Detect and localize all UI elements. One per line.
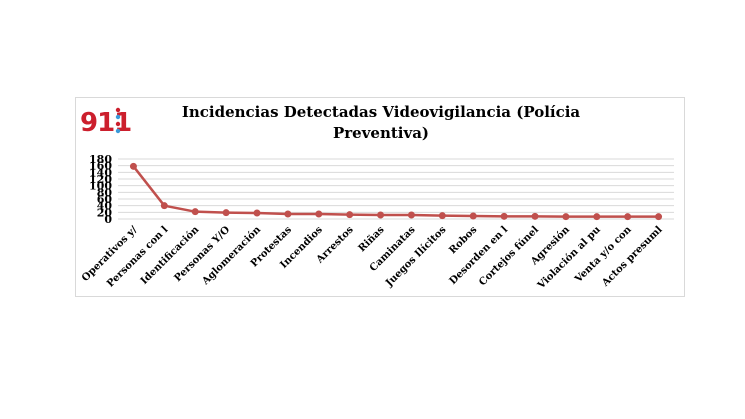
y-tick-label-100: 100 (89, 180, 112, 193)
data-point-16 (624, 213, 632, 221)
data-point-5 (284, 210, 292, 218)
data-point-17 (655, 213, 663, 221)
data-point-10 (438, 212, 446, 220)
chart-title-line-1: Incidencias Detectadas Videovigilancia (… (182, 103, 581, 121)
x-tick-label-10: Juegos Ilícitos (383, 224, 448, 289)
y-tick-label-0: 0 (104, 213, 112, 226)
data-point-11 (469, 212, 477, 220)
y-tick-label-20: 20 (97, 206, 113, 219)
chart-frame: 911 Incidencias Detectadas Videovigilanc… (75, 97, 685, 297)
x-tick-label-16: Venta y/o con (572, 224, 634, 286)
data-point-14 (562, 213, 570, 221)
data-point-0 (129, 162, 137, 170)
x-axis-ticks: Operativos y/Personas con lIdentificació… (80, 224, 665, 292)
chart-title-line-2: Preventiva) (333, 124, 429, 142)
data-point-1 (160, 202, 168, 210)
logo-911-text: 911 (80, 108, 131, 138)
y-tick-label-180: 180 (89, 153, 112, 166)
data-point-2 (191, 208, 199, 216)
y-tick-label-140: 140 (89, 166, 112, 179)
data-point-6 (315, 210, 323, 218)
line-chart: 911 Incidencias Detectadas Videovigilanc… (80, 103, 674, 292)
gridlines (118, 158, 674, 220)
logo-dot-red-2 (115, 121, 121, 127)
y-tick-label-80: 80 (97, 186, 113, 199)
x-tick-label-17: Actos presuml (600, 224, 665, 289)
logo-dot-red (115, 107, 121, 113)
x-tick-label-3: Personas Y/O (172, 224, 232, 284)
series-line-0 (132, 165, 659, 218)
data-point-12 (500, 212, 508, 220)
data-point-13 (531, 212, 539, 220)
y-tick-label-60: 60 (97, 193, 113, 206)
data-point-9 (407, 211, 415, 219)
logo-dot-blue-2 (115, 128, 121, 134)
logo-dot-blue (115, 114, 121, 120)
y-tick-label-40: 40 (97, 200, 113, 213)
data-point-4 (253, 209, 261, 217)
x-tick-label-0: Operativos y/ (80, 224, 140, 284)
data-point-7 (346, 211, 354, 219)
y-tick-label-120: 120 (89, 173, 112, 186)
data-point-3 (222, 209, 230, 217)
logo-911: 911 (80, 107, 132, 138)
y-tick-label-160: 160 (89, 160, 112, 173)
data-point-8 (377, 211, 385, 219)
x-tick-label-8: Riñas (357, 224, 387, 254)
series-layer (129, 162, 663, 221)
data-point-15 (593, 213, 601, 221)
